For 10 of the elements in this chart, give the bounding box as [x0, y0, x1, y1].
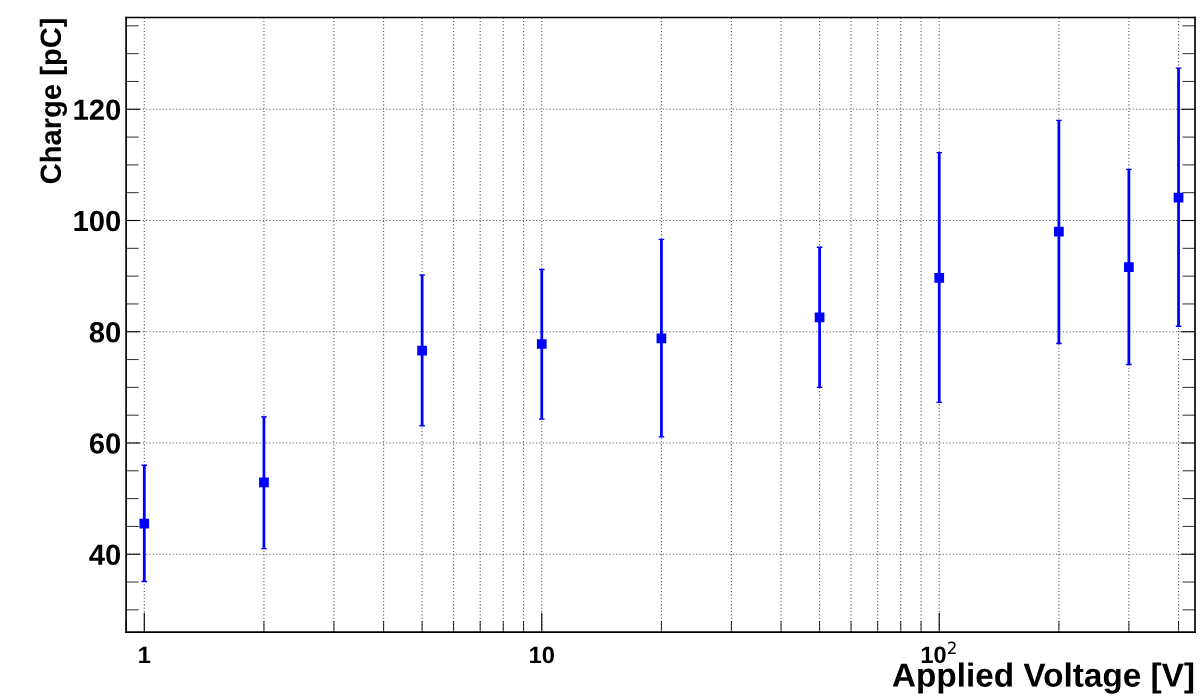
x-tick-label: 1	[139, 646, 151, 664]
x-axis-title: Applied Voltage [V]	[892, 662, 1194, 694]
y-tick-label: 40	[89, 544, 121, 566]
y-tick-label: 100	[74, 210, 121, 232]
y-tick-label: 80	[89, 321, 121, 343]
y-axis-title: Charge [pC]	[39, 19, 68, 184]
y-tick-label: 60	[89, 433, 121, 454]
x-tick-label: 10	[530, 646, 554, 664]
y-tick-label: 120	[74, 99, 121, 121]
x-tick-label: 10$^{2}$	[921, 641, 956, 664]
